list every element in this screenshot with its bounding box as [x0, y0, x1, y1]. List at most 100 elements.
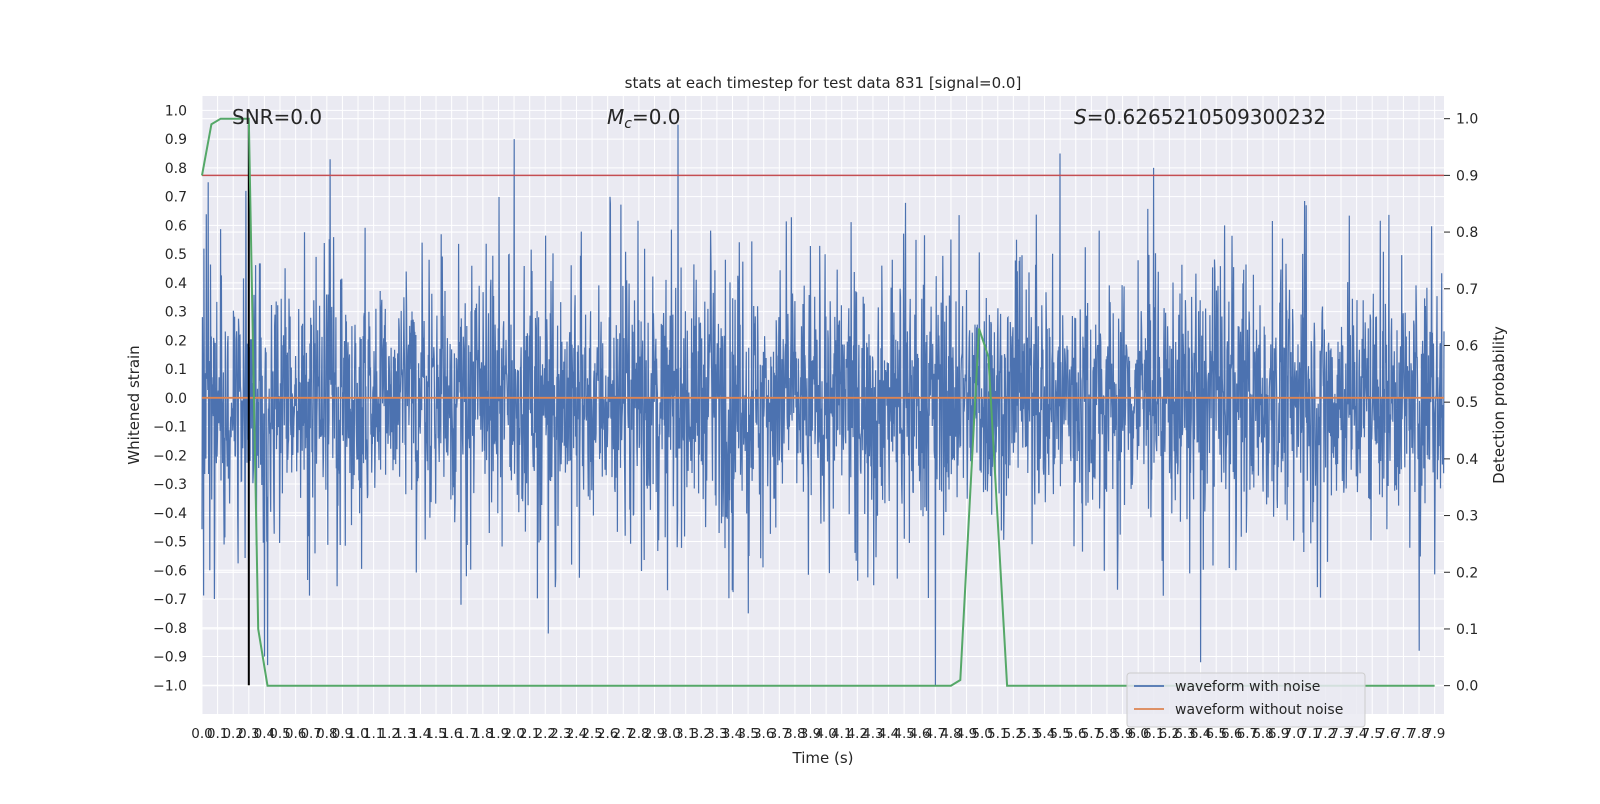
x-tick-label: 2.6 [597, 726, 618, 742]
series-waveform-with-noise [201, 124, 1445, 686]
right-y-tick-label: 0.4 [1456, 452, 1478, 468]
x-tick-label: 3.7 [769, 726, 790, 742]
x-tick-label: 5.6 [1065, 726, 1086, 742]
x-tick-label: 6.9 [1268, 726, 1289, 742]
right-y-tick-label: 0.9 [1456, 168, 1478, 184]
x-tick-label: 0.8 [316, 726, 337, 742]
left-y-tick-label: −0.8 [153, 621, 187, 637]
right-y-tick-label: 0.1 [1456, 622, 1478, 638]
chirp-mass-symbol: M [607, 105, 624, 129]
x-tick-label: 1.0 [347, 726, 368, 742]
left-y-tick-label: 0.7 [165, 190, 187, 206]
x-tick-label: 6.5 [1205, 726, 1226, 742]
legend-box [1126, 672, 1366, 728]
x-tick-label: 6.7 [1237, 726, 1258, 742]
x-tick-label: 5.4 [1034, 726, 1055, 742]
x-tick-label: 3.8 [784, 726, 805, 742]
x-tick-label: 5.0 [971, 726, 992, 742]
left-y-tick-label: −0.6 [153, 563, 187, 579]
x-tick-label: 2.7 [613, 726, 634, 742]
left-y-tick-label: −0.4 [153, 506, 187, 522]
score-annotation: S=0.6265210509300232 [1074, 105, 1326, 129]
x-tick-label: 7.6 [1377, 726, 1398, 742]
x-tick-label: 3.3 [706, 726, 727, 742]
left-y-tick-label: −0.1 [153, 420, 187, 436]
left-y-tick-label: −0.5 [153, 535, 187, 551]
x-tick-label: 7.9 [1424, 726, 1445, 742]
left-y-tick-labels: −1.0 −0.9 −0.8 −0.7 −0.6 −0.5 −0.4 −0.3 −0.2 −0.1… [153, 103, 187, 694]
score-value: =0.6265210509300232 [1087, 105, 1326, 129]
x-tick-label: 5.5 [1049, 726, 1070, 742]
right-y-tick-labels: 0.0 0.1 0.2 0.3 0.4 0.5 0.6 0.7 0.8 0.9 1.0 [1444, 112, 1478, 695]
right-y-tick-label: 0.3 [1456, 509, 1478, 525]
x-tick-label: 2.0 [503, 726, 524, 742]
x-tick-label: 3.9 [800, 726, 821, 742]
x-tick-label: 0.2 [222, 726, 243, 742]
left-y-tick-label: 0.5 [165, 247, 187, 263]
right-y-tick-label: 0.7 [1456, 282, 1478, 298]
x-tick-label: 1.1 [363, 726, 384, 742]
x-tick-label: 7.3 [1330, 726, 1351, 742]
x-tick-label: 4.9 [956, 726, 977, 742]
x-tick-label: 7.8 [1408, 726, 1429, 742]
left-y-tick-label: 0.2 [165, 333, 187, 349]
x-tick-label: 7.0 [1283, 726, 1304, 742]
x-tick-label: 4.0 [815, 726, 836, 742]
left-y-axis-label: Whitened strain [125, 345, 143, 464]
chirp-mass-annotation: Mc=0.0 [607, 105, 681, 132]
x-tick-label: 6.2 [1159, 726, 1180, 742]
x-tick-label: 4.6 [909, 726, 930, 742]
x-tick-label: 2.3 [550, 726, 571, 742]
chart-title: stats at each timestep for test data 831… [625, 74, 1022, 92]
x-tick-label: 5.7 [1081, 726, 1102, 742]
right-y-tick-label: 1.0 [1456, 112, 1478, 128]
x-tick-label: 4.1 [831, 726, 852, 742]
x-tick-label: 1.7 [457, 726, 478, 742]
left-y-tick-label: −1.0 [153, 678, 187, 694]
score-symbol: S [1074, 105, 1087, 129]
x-tick-label: 3.4 [722, 726, 743, 742]
x-tick-label: 4.5 [893, 726, 914, 742]
left-y-tick-label: 0.1 [165, 362, 187, 378]
legend-label-waveform-with-noise: waveform with noise [1175, 679, 1320, 695]
right-y-tick-label: 0.6 [1456, 338, 1478, 354]
x-tick-label: 4.7 [925, 726, 946, 742]
x-tick-label: 0.5 [269, 726, 290, 742]
x-tick-label: 3.5 [737, 726, 758, 742]
x-tick-label: 4.2 [847, 726, 868, 742]
x-tick-label: 3.2 [691, 726, 712, 742]
x-tick-label: 5.3 [1018, 726, 1039, 742]
x-tick-label: 6.1 [1143, 726, 1164, 742]
x-tick-labels: 0.00.10.20.30.40.50.60.70.80.91.01.11.21… [191, 726, 1445, 742]
x-tick-label: 1.4 [410, 726, 431, 742]
x-tick-label: 2.8 [628, 726, 649, 742]
x-tick-label: 0.6 [285, 726, 306, 742]
left-y-tick-label: 0.4 [165, 276, 187, 292]
x-tick-label: 4.8 [940, 726, 961, 742]
right-y-tick-label: 0.2 [1456, 565, 1478, 581]
x-tick-label: 5.9 [1112, 726, 1133, 742]
x-tick-label: 1.9 [488, 726, 509, 742]
left-y-tick-label: −0.2 [153, 448, 187, 464]
left-y-tick-label: −0.3 [153, 477, 187, 493]
x-tick-label: 6.4 [1190, 726, 1211, 742]
left-y-tick-label: 0.6 [165, 218, 187, 234]
right-y-axis-label: Detection probability [1490, 326, 1508, 484]
x-tick-label: 5.1 [987, 726, 1008, 742]
left-y-tick-label: 0.3 [165, 305, 187, 321]
x-tick-label: 7.1 [1299, 726, 1320, 742]
x-tick-label: 7.4 [1346, 726, 1367, 742]
chirp-mass-value: =0.0 [632, 105, 681, 129]
left-y-tick-label: 1.0 [165, 103, 187, 119]
x-tick-label: 0.9 [332, 726, 353, 742]
x-tick-label: 7.2 [1315, 726, 1336, 742]
x-tick-label: 4.4 [878, 726, 899, 742]
left-y-tick-label: 0.9 [165, 132, 187, 148]
x-tick-label: 0.3 [238, 726, 259, 742]
left-y-tick-label: 0.8 [165, 161, 187, 177]
left-y-tick-label: −0.9 [153, 650, 187, 666]
right-y-tick-label: 0.8 [1456, 225, 1478, 241]
x-axis-label: Time (s) [792, 749, 854, 767]
x-tick-label: 1.6 [441, 726, 462, 742]
